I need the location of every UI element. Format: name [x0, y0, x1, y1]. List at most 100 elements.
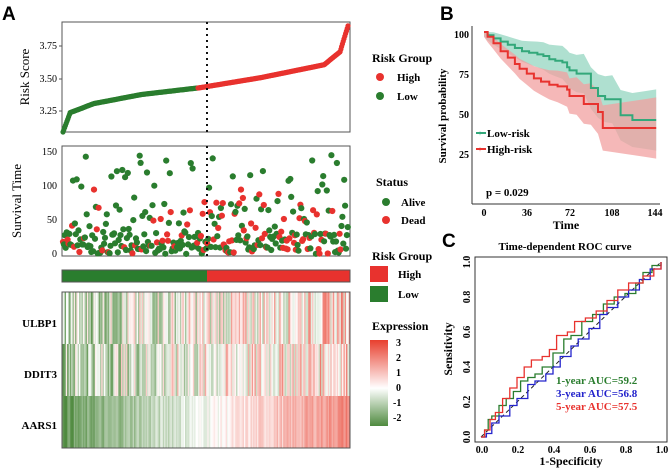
heatmap-cell	[132, 396, 135, 448]
km-legend-high-plus: +	[478, 145, 483, 154]
heatmap-cell	[105, 396, 107, 448]
heatmap-cell	[178, 292, 181, 344]
heatmap-cells	[62, 292, 350, 448]
heatmap-cell	[174, 396, 177, 448]
heatmap-cell	[318, 344, 321, 396]
heatmap-cell	[110, 396, 113, 448]
heatmap-cell	[68, 344, 71, 396]
survival-point-alive	[341, 176, 348, 183]
survival-point-alive	[274, 198, 281, 205]
heatmap-cell	[76, 344, 79, 396]
heatmap-cell	[147, 292, 149, 344]
heatmap-cell	[127, 292, 130, 344]
heatmap-cell	[198, 344, 200, 396]
km-ytick-25: 25	[459, 150, 469, 161]
heatmap-cell	[192, 292, 195, 344]
heatmap-cell	[90, 396, 93, 448]
survival-point-dead	[261, 230, 268, 237]
heatmap-cell	[106, 344, 109, 396]
heatmap-cell	[123, 344, 126, 396]
survival-point-dead	[240, 227, 247, 234]
survival-point-alive	[161, 200, 168, 208]
survival-point-dead	[258, 235, 266, 242]
heatmap-cell	[186, 344, 189, 396]
roc-legend-1yr: 1-year AUC=59.2	[556, 375, 638, 387]
heatmap-cell	[107, 344, 110, 396]
survival-point-alive	[266, 227, 273, 234]
heatmap-cell	[157, 344, 160, 396]
heatmap-cell	[318, 292, 321, 344]
heatmap-cell	[109, 292, 111, 344]
heatmap-cell	[312, 344, 314, 396]
heatmap-cell	[243, 396, 246, 448]
heatmap-row-ulbp1: ULBP1	[22, 318, 57, 330]
heatmap-cell	[120, 344, 123, 396]
heatmap-cell	[234, 292, 237, 344]
heatmap-cell	[84, 344, 86, 396]
heatmap-cell	[94, 344, 97, 396]
heatmap-cell	[86, 344, 89, 396]
heatmap-cell	[241, 344, 244, 396]
heatmap-cell	[145, 292, 148, 344]
heatmap-cell	[64, 344, 67, 396]
heatmap-cell	[220, 396, 223, 448]
heatmap-cell	[86, 292, 89, 344]
heatmap-cell	[314, 292, 317, 344]
heatmap-cell	[229, 292, 232, 344]
heatmap-cell	[88, 292, 90, 344]
heatmap-cell	[182, 292, 185, 344]
heatmap-cell	[295, 292, 297, 344]
heatmap-cell	[291, 292, 293, 344]
heatmap-cell	[156, 396, 158, 448]
heatmap-cell	[151, 396, 153, 448]
heatmap-cell	[75, 292, 77, 344]
heatmap-cell	[131, 292, 134, 344]
survival-point-alive	[241, 205, 248, 212]
survival-point-alive	[114, 249, 121, 256]
survival-point-alive	[148, 242, 155, 249]
survival-point-alive	[130, 217, 137, 224]
survival-point-alive	[83, 211, 90, 218]
heatmap-cell	[215, 396, 217, 448]
heatmap-cell	[96, 344, 98, 396]
survival-point-alive	[212, 244, 219, 251]
heatmap-cell	[194, 396, 196, 448]
heatmap-cell	[160, 344, 162, 396]
survival-point-alive	[101, 240, 108, 247]
heatmap-cell	[237, 396, 240, 448]
heatmap-cell	[213, 396, 216, 448]
heatmap-cell	[65, 292, 68, 344]
surv-ytick-50: 50	[47, 215, 57, 226]
heatmap-cell	[98, 292, 101, 344]
heatmap-cell	[182, 396, 185, 448]
heatmap-cell	[140, 292, 143, 344]
heatmap-cell	[302, 344, 305, 396]
heatmap-cell	[267, 396, 270, 448]
km-curves	[484, 31, 657, 129]
heatmap-cell	[128, 292, 131, 344]
heatmap-cell	[258, 396, 261, 448]
heatmap-cell	[141, 396, 144, 448]
heatmap-cell	[204, 396, 207, 448]
heatmap-cell	[102, 292, 105, 344]
heatmap-cell	[173, 344, 175, 396]
survival-point-alive	[344, 224, 351, 231]
heatmap-cell	[110, 292, 113, 344]
survival-point-alive	[307, 245, 314, 252]
survival-point-dead	[184, 221, 191, 228]
survival-point-alive	[287, 175, 294, 183]
heatmap-cell	[309, 396, 312, 448]
heatmap-cell	[229, 396, 232, 448]
heatmap-cell	[330, 344, 333, 396]
heatmap-cell	[161, 396, 164, 448]
survival-point-dead	[329, 207, 336, 215]
km-xlabel: Time	[553, 218, 580, 232]
heatmap-cell	[264, 292, 267, 344]
heatmap-cell	[165, 396, 168, 448]
km-xtick-0: 0	[482, 208, 487, 219]
heat-scale-m2: -2	[393, 413, 401, 424]
risk-legend-high-marker	[376, 73, 384, 81]
heatmap-cell	[230, 396, 233, 448]
heatmap-cell	[144, 396, 147, 448]
heatmap-cell	[85, 396, 88, 448]
